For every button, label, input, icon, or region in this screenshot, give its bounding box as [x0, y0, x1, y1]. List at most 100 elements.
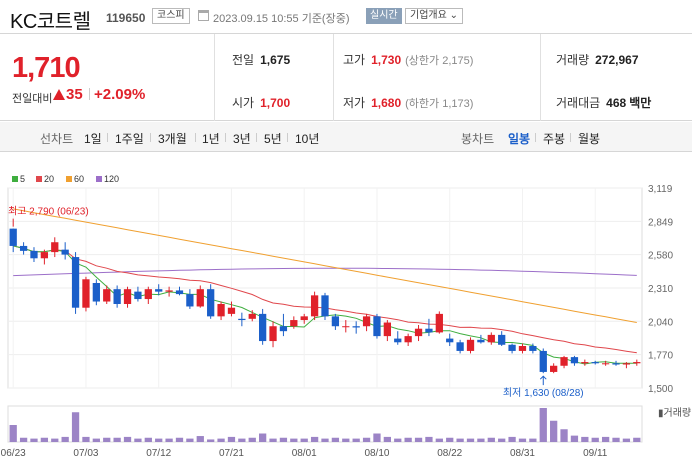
candle-up — [550, 365, 558, 372]
volume-bar — [227, 436, 236, 442]
candlestick-chart[interactable]: 5 20 60 120 최고 2,790 (06/23) 최저 1,630 (08/28… — [0, 168, 692, 471]
y-tick-label: 2,040 — [648, 317, 673, 328]
x-tick-label: 07/12 — [146, 448, 171, 459]
change-value: 35 — [66, 86, 83, 103]
period-3y[interactable]: 3년 — [233, 132, 251, 146]
volume-bar — [435, 438, 443, 442]
candle-chart-label: 봉차트 — [461, 132, 495, 146]
stock-code: 119650 — [106, 11, 146, 25]
period-1y[interactable]: 1년 — [202, 132, 220, 146]
volume-bar — [165, 438, 173, 442]
divider — [570, 133, 571, 142]
x-tick-label: 07/03 — [73, 448, 98, 459]
volume-bar — [622, 438, 631, 442]
period-toolbar: 선차트 1일 1주일 3개월 1년 3년 5년 10년 봉차트 일봉 주봉 월봉 — [0, 122, 692, 152]
candle-up — [248, 313, 256, 319]
prev-close-label: 전일 — [232, 53, 255, 67]
divider — [214, 34, 215, 121]
volume-bar — [383, 436, 391, 442]
volume-bar — [196, 436, 204, 442]
amount-label: 거래대금 — [556, 96, 601, 110]
candle-up — [560, 357, 568, 366]
y-tick-label: 3,119 — [648, 184, 673, 195]
period-1w[interactable]: 1주일 — [115, 132, 144, 146]
volume-bar — [529, 438, 537, 442]
y-tick-label: 2,849 — [648, 217, 673, 228]
candle-up — [227, 307, 236, 314]
candle-down — [9, 228, 17, 246]
period-3m[interactable]: 3개월 — [158, 132, 187, 146]
candle-up — [82, 279, 90, 308]
high-value: 1,730 — [371, 53, 402, 67]
company-info-button[interactable]: 기업개요 ⌄ — [405, 8, 463, 24]
candle-up — [123, 289, 132, 304]
stock-name[interactable]: KC코트렐 — [10, 11, 91, 33]
prev-close-cell: 전일 1,675 — [232, 51, 290, 68]
volume-bar — [581, 436, 589, 442]
divider — [540, 34, 541, 121]
volume-bar — [498, 438, 506, 442]
candle-up — [196, 289, 204, 307]
divider — [535, 133, 536, 142]
volume-bar — [342, 438, 350, 442]
candle-down — [529, 345, 537, 351]
ma120-line — [13, 267, 637, 277]
volume-bar — [321, 438, 329, 442]
volume-bar — [269, 438, 277, 442]
volume-label: 거래량 — [556, 53, 590, 67]
volume-bar — [123, 436, 132, 442]
volume-bar — [456, 438, 464, 442]
volume-bar — [61, 436, 69, 442]
x-tick-label: 07/21 — [219, 448, 244, 459]
volume-bar — [591, 437, 599, 442]
volume-bar — [539, 408, 547, 442]
volume-bar — [560, 429, 568, 442]
low-label: 저가 — [343, 96, 366, 110]
volume-bars — [9, 408, 641, 442]
up-arrow-icon — [53, 89, 65, 100]
volume-bar — [238, 438, 246, 442]
period-monthly[interactable]: 월봉 — [578, 132, 601, 146]
period-weekly[interactable]: 주봉 — [543, 132, 566, 146]
period-10y[interactable]: 10년 — [295, 132, 320, 146]
candle-up — [466, 339, 475, 351]
candle-up — [144, 289, 152, 300]
volume-bar — [331, 437, 340, 442]
amount-cell: 거래대금 468 백만 — [556, 94, 651, 111]
x-tick-label: 08/31 — [510, 448, 535, 459]
candle-down — [207, 289, 215, 317]
candle-up — [435, 313, 443, 333]
divider — [256, 133, 257, 142]
chart-annotations: 최고 2,790 (06/23) 최저 1,630 (08/28) — [8, 206, 584, 400]
candle-down — [238, 318, 246, 321]
volume-bar — [352, 438, 360, 442]
volume-bar — [633, 437, 641, 442]
low-arrow — [539, 375, 547, 386]
divider — [333, 34, 334, 121]
volume-bar — [373, 433, 381, 442]
volume-bar — [92, 438, 100, 442]
divider — [225, 133, 226, 142]
legend-label: 5 — [20, 174, 25, 184]
upper-limit: (상한가 2,175) — [405, 55, 474, 67]
period-5y[interactable]: 5년 — [264, 132, 282, 146]
candle-up — [518, 345, 527, 351]
divider — [287, 133, 288, 142]
volume-bar — [601, 436, 610, 442]
candle-up — [414, 328, 423, 337]
volume-bar — [310, 436, 319, 442]
volume-bar — [446, 437, 454, 442]
candle-down — [508, 344, 516, 351]
realtime-badge: 실시간 — [366, 8, 402, 24]
quote-datetime: 2023.09.15 10:55 기준(장중) — [213, 13, 350, 25]
volume-bar — [300, 438, 308, 442]
period-daily[interactable]: 일봉 — [508, 132, 531, 146]
x-tick-label: 09/11 — [583, 448, 608, 459]
volume-bar — [290, 438, 298, 442]
candle-down — [155, 289, 163, 292]
period-1d[interactable]: 1일 — [84, 132, 102, 146]
open-value: 1,700 — [260, 96, 291, 110]
volume-bar — [175, 437, 184, 442]
legend-label: 60 — [74, 174, 84, 184]
candle-down — [539, 350, 547, 372]
